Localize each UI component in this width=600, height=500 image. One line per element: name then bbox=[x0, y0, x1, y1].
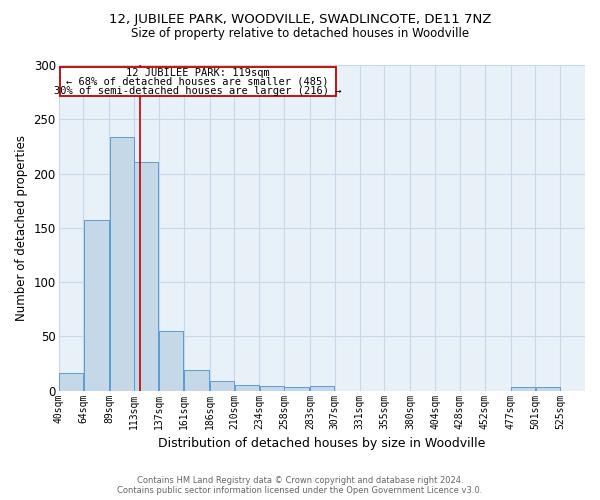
Text: Size of property relative to detached houses in Woodville: Size of property relative to detached ho… bbox=[131, 28, 469, 40]
Text: 12 JUBILEE PARK: 119sqm: 12 JUBILEE PARK: 119sqm bbox=[126, 68, 269, 78]
Bar bbox=[184, 370, 209, 390]
Bar bbox=[511, 388, 535, 390]
Text: Contains HM Land Registry data © Crown copyright and database right 2024.
Contai: Contains HM Land Registry data © Crown c… bbox=[118, 476, 482, 495]
Bar bbox=[210, 381, 234, 390]
Text: 12, JUBILEE PARK, WOODVILLE, SWADLINCOTE, DE11 7NZ: 12, JUBILEE PARK, WOODVILLE, SWADLINCOTE… bbox=[109, 12, 491, 26]
Bar bbox=[284, 388, 310, 390]
Text: ← 68% of detached houses are smaller (485): ← 68% of detached houses are smaller (48… bbox=[67, 77, 329, 87]
Bar bbox=[134, 162, 158, 390]
Bar bbox=[59, 374, 83, 390]
Bar bbox=[536, 388, 560, 390]
FancyBboxPatch shape bbox=[59, 67, 336, 96]
Bar bbox=[310, 386, 334, 390]
Bar bbox=[110, 136, 134, 390]
Bar bbox=[160, 331, 184, 390]
X-axis label: Distribution of detached houses by size in Woodville: Distribution of detached houses by size … bbox=[158, 437, 485, 450]
Bar bbox=[260, 386, 284, 390]
Text: 30% of semi-detached houses are larger (216) →: 30% of semi-detached houses are larger (… bbox=[54, 86, 341, 96]
Y-axis label: Number of detached properties: Number of detached properties bbox=[15, 135, 28, 321]
Bar bbox=[84, 220, 109, 390]
Bar bbox=[235, 385, 259, 390]
